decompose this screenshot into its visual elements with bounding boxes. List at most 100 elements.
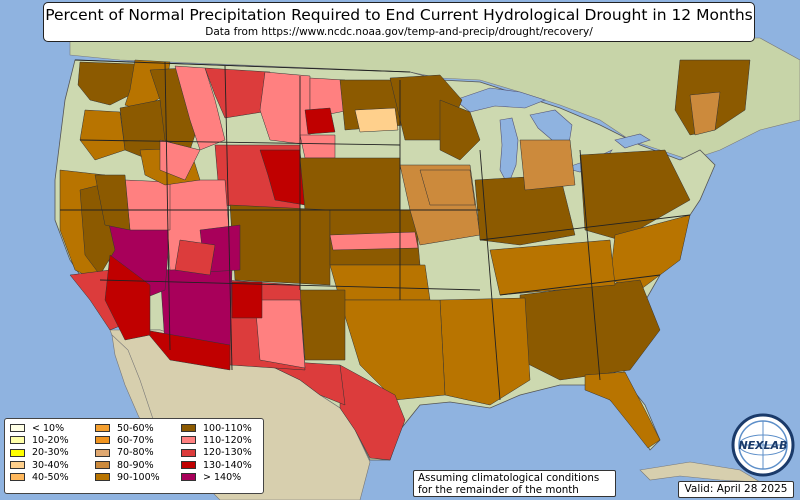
legend-item: 50-60% bbox=[95, 422, 160, 434]
region-colorado bbox=[229, 204, 331, 286]
map-title: Percent of Normal Precipitation Required… bbox=[45, 6, 753, 24]
legend-swatch bbox=[95, 424, 110, 433]
legend-swatch bbox=[10, 436, 25, 445]
region-pa-ny bbox=[579, 149, 691, 241]
legend-swatch bbox=[10, 461, 25, 470]
legend-swatch bbox=[181, 436, 196, 445]
region-arizona-south bbox=[144, 329, 231, 371]
region-montana-east bbox=[259, 71, 311, 146]
region-socal-deep bbox=[104, 254, 151, 341]
border-rockies bbox=[224, 65, 233, 371]
valid-date: Valid: April 28 2025 bbox=[678, 481, 794, 498]
legend-label: 40-50% bbox=[32, 471, 69, 483]
region-or-coast bbox=[79, 109, 126, 161]
region-wisconsin bbox=[439, 99, 481, 161]
region-nebraska bbox=[299, 157, 401, 211]
legend-item: 120-130% bbox=[181, 447, 252, 459]
region-montana-pink2 bbox=[159, 139, 201, 181]
legend-column-3: 100-110% 110-120% 120-130% 130-140% > 14… bbox=[181, 422, 252, 483]
region-great-basin bbox=[94, 174, 131, 231]
legend-swatch bbox=[181, 461, 196, 470]
legend-label: 130-140% bbox=[203, 459, 252, 471]
region-nm-pink bbox=[254, 299, 306, 369]
map-subtitle: Data from https://www.ncdc.noaa.gov/temp… bbox=[205, 26, 593, 38]
legend-label: 80-90% bbox=[117, 459, 154, 471]
region-utah-red bbox=[174, 239, 216, 276]
legend-swatch bbox=[10, 448, 25, 457]
legend-item: < 10% bbox=[10, 422, 69, 434]
border-north-central bbox=[79, 139, 401, 146]
legend-item: 130-140% bbox=[181, 459, 252, 471]
legend-label: 120-130% bbox=[203, 447, 252, 459]
logo-wordmark: NEXLAB bbox=[738, 439, 787, 452]
region-florida bbox=[584, 371, 661, 449]
legend-label: 100-110% bbox=[203, 422, 252, 434]
legend-item: 10-20% bbox=[10, 434, 69, 446]
legend-swatch bbox=[181, 424, 196, 433]
assumption-note: Assuming climatological conditions for t… bbox=[413, 470, 616, 497]
legend-label: > 140% bbox=[203, 471, 242, 483]
legend-label: < 10% bbox=[32, 422, 65, 434]
legend-label: 110-120% bbox=[203, 434, 252, 446]
legend-swatch bbox=[10, 473, 25, 482]
legend-item: 90-100% bbox=[95, 471, 160, 483]
region-wyoming-core bbox=[259, 149, 306, 206]
border-southern bbox=[99, 279, 481, 291]
region-texas-gulf bbox=[339, 364, 406, 461]
legend-label: 90-100% bbox=[117, 471, 160, 483]
legend-item: 110-120% bbox=[181, 434, 252, 446]
legend-swatch bbox=[95, 448, 110, 457]
legend-swatch bbox=[181, 473, 196, 482]
legend: < 10% 10-20% 20-30% 30-40% 40-50% 50-60%… bbox=[4, 418, 264, 494]
legend-item: > 140% bbox=[181, 471, 252, 483]
region-tx-panhandle bbox=[299, 289, 346, 361]
legend-swatch bbox=[95, 436, 110, 445]
legend-swatch bbox=[95, 473, 110, 482]
legend-item: 20-30% bbox=[10, 447, 69, 459]
border-southeast bbox=[499, 274, 661, 296]
legend-label: 20-30% bbox=[32, 447, 69, 459]
region-ne-orange bbox=[689, 91, 721, 136]
legend-item: 70-80% bbox=[95, 447, 160, 459]
region-california-central bbox=[79, 184, 116, 276]
drought-regions bbox=[59, 59, 751, 461]
border-great-basin bbox=[164, 61, 171, 351]
legend-column-1: < 10% 10-20% 20-30% 30-40% 40-50% bbox=[10, 422, 69, 483]
lake-ontario bbox=[614, 133, 651, 149]
legend-label: 70-80% bbox=[117, 447, 154, 459]
region-sd-light bbox=[354, 107, 399, 133]
region-southeast bbox=[519, 279, 661, 381]
region-nebraska-w bbox=[299, 134, 336, 159]
nexlab-logo: NEXLAB bbox=[731, 413, 795, 477]
legend-label: 30-40% bbox=[32, 459, 69, 471]
border-appalachian bbox=[579, 149, 601, 381]
region-michigan bbox=[519, 139, 576, 191]
legend-item: 30-40% bbox=[10, 459, 69, 471]
legend-item: 60-70% bbox=[95, 434, 160, 446]
legend-item: 100-110% bbox=[181, 422, 252, 434]
legend-label: 60-70% bbox=[117, 434, 154, 446]
border-east-central bbox=[479, 149, 501, 401]
legend-item: 80-90% bbox=[95, 459, 160, 471]
legend-item: 40-50% bbox=[10, 471, 69, 483]
legend-label: 50-60% bbox=[117, 422, 154, 434]
lake-superior bbox=[454, 87, 546, 113]
border-49th-parallel bbox=[74, 59, 411, 73]
lake-michigan bbox=[499, 117, 519, 186]
note-line-2: for the remainder of the month bbox=[418, 484, 579, 496]
legend-swatch bbox=[95, 461, 110, 470]
region-nevada-north bbox=[124, 179, 171, 231]
region-nd-core bbox=[304, 107, 336, 135]
title-box: Percent of Normal Precipitation Required… bbox=[43, 2, 755, 42]
region-texas-east bbox=[339, 299, 446, 401]
legend-swatch bbox=[10, 424, 25, 433]
region-iowa-il bbox=[419, 169, 476, 206]
region-montana-central bbox=[204, 67, 276, 119]
note-line-1: Assuming climatological conditions bbox=[418, 472, 600, 484]
border-ohio-river bbox=[479, 214, 691, 241]
legend-column-2: 50-60% 60-70% 70-80% 80-90% 90-100% bbox=[95, 422, 160, 483]
legend-swatch bbox=[181, 448, 196, 457]
region-kansas-pink bbox=[329, 231, 419, 251]
